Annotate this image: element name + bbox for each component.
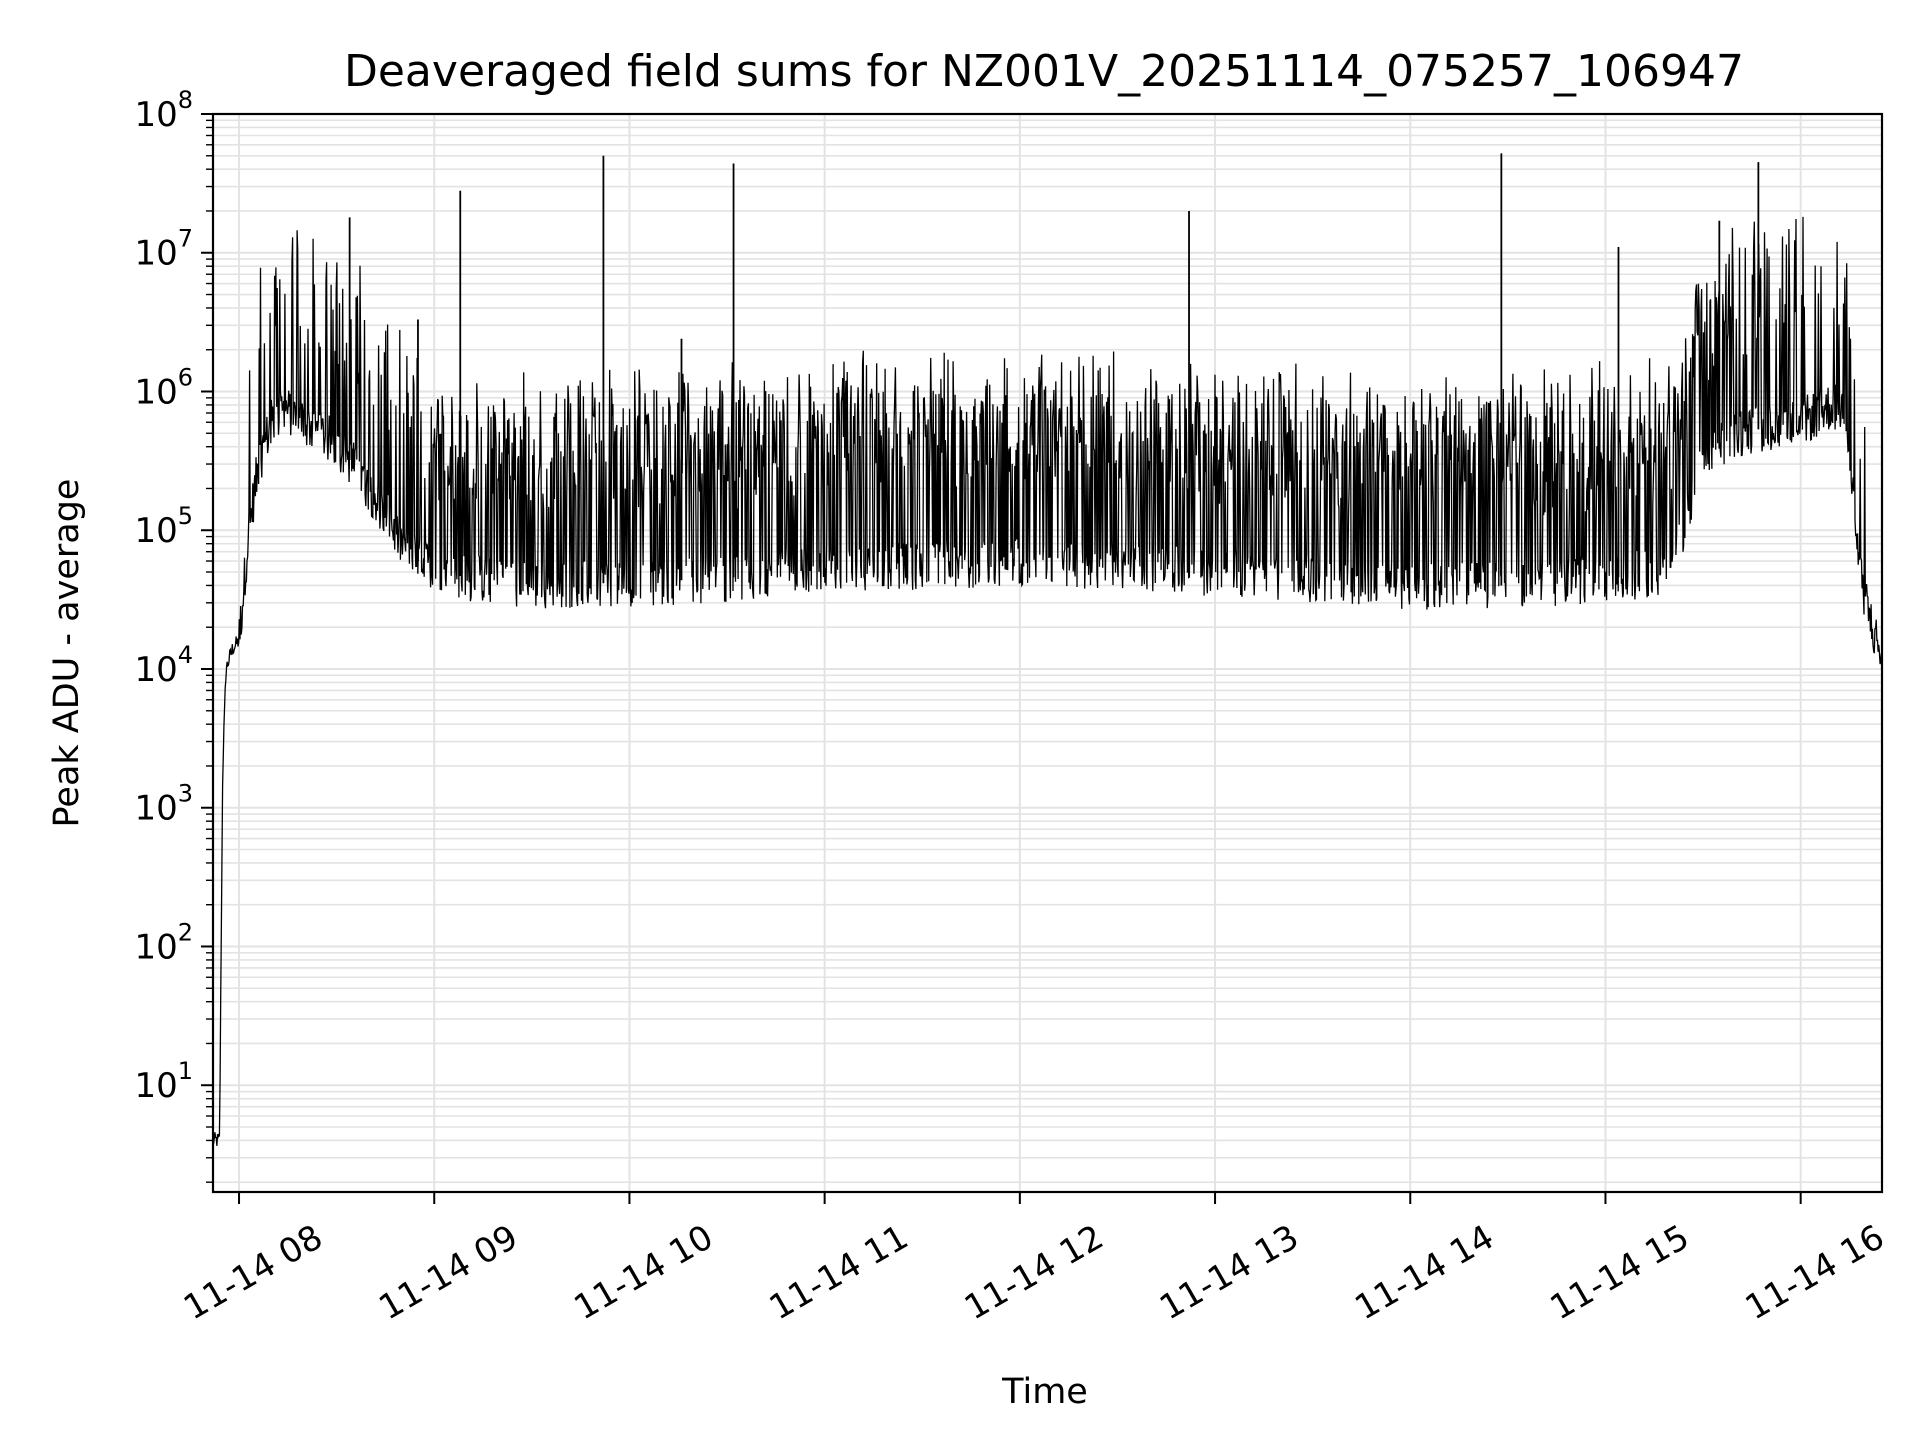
y-tick-label: 102 — [134, 918, 193, 967]
series-line — [212, 216, 1883, 1146]
chart-title: Deaveraged field sums for NZ001V_2025111… — [344, 46, 1744, 97]
x-tick-label: 11-14 13 — [1153, 1217, 1305, 1328]
x-tick-label: 11-14 10 — [568, 1217, 720, 1328]
y-tick-label-exponent: 5 — [178, 502, 193, 530]
x-tick-label: 11-14 15 — [1544, 1217, 1696, 1328]
y-tick-label-exponent: 8 — [178, 86, 193, 114]
y-tick-label: 105 — [134, 502, 193, 551]
y-tick-label-exponent: 6 — [178, 363, 193, 391]
y-tick-label-base: 10 — [134, 511, 177, 551]
y-tick-label: 106 — [134, 363, 193, 412]
x-axis-ticks: 11-14 08 11-14 09 11-14 10 11-14 11 11-14 12… — [177, 1192, 1891, 1328]
x-tick-label: 11-14 09 — [372, 1217, 524, 1328]
y-tick-label-base: 10 — [134, 789, 177, 829]
y-tick-label-exponent: 1 — [178, 1057, 193, 1085]
grid-lines — [213, 114, 1882, 1192]
y-tick-label-exponent: 4 — [178, 641, 193, 669]
y-tick-label: 101 — [134, 1057, 193, 1106]
y-tick-label-exponent: 7 — [178, 225, 193, 253]
x-tick-label: 11-14 14 — [1348, 1217, 1500, 1328]
y-tick-label-base: 10 — [134, 95, 177, 135]
x-tick-label: 11-14 08 — [177, 1217, 329, 1328]
y-tick-label-base: 10 — [134, 1066, 177, 1106]
y-tick-label: 104 — [134, 641, 193, 690]
y-tick-label-base: 10 — [134, 927, 177, 967]
y-tick-label: 103 — [134, 780, 193, 829]
y-axis-title: Peak ADU - average — [47, 479, 87, 828]
y-tick-label: 107 — [134, 225, 193, 274]
y-tick-label-exponent: 2 — [178, 918, 193, 946]
x-tick-label: 11-14 16 — [1739, 1217, 1891, 1328]
y-tick-label-base: 10 — [134, 650, 177, 690]
data-series — [212, 153, 1883, 1146]
y-tick-label-base: 10 — [134, 234, 177, 274]
x-tick-label: 11-14 11 — [763, 1217, 915, 1328]
x-axis-title: Time — [1001, 1372, 1088, 1412]
x-tick-label: 11-14 12 — [958, 1217, 1110, 1328]
plot-frame — [211, 112, 1884, 1194]
y-tick-label: 108 — [134, 86, 193, 135]
y-tick-label-exponent: 3 — [178, 780, 193, 808]
y-tick-label-base: 10 — [134, 372, 177, 412]
